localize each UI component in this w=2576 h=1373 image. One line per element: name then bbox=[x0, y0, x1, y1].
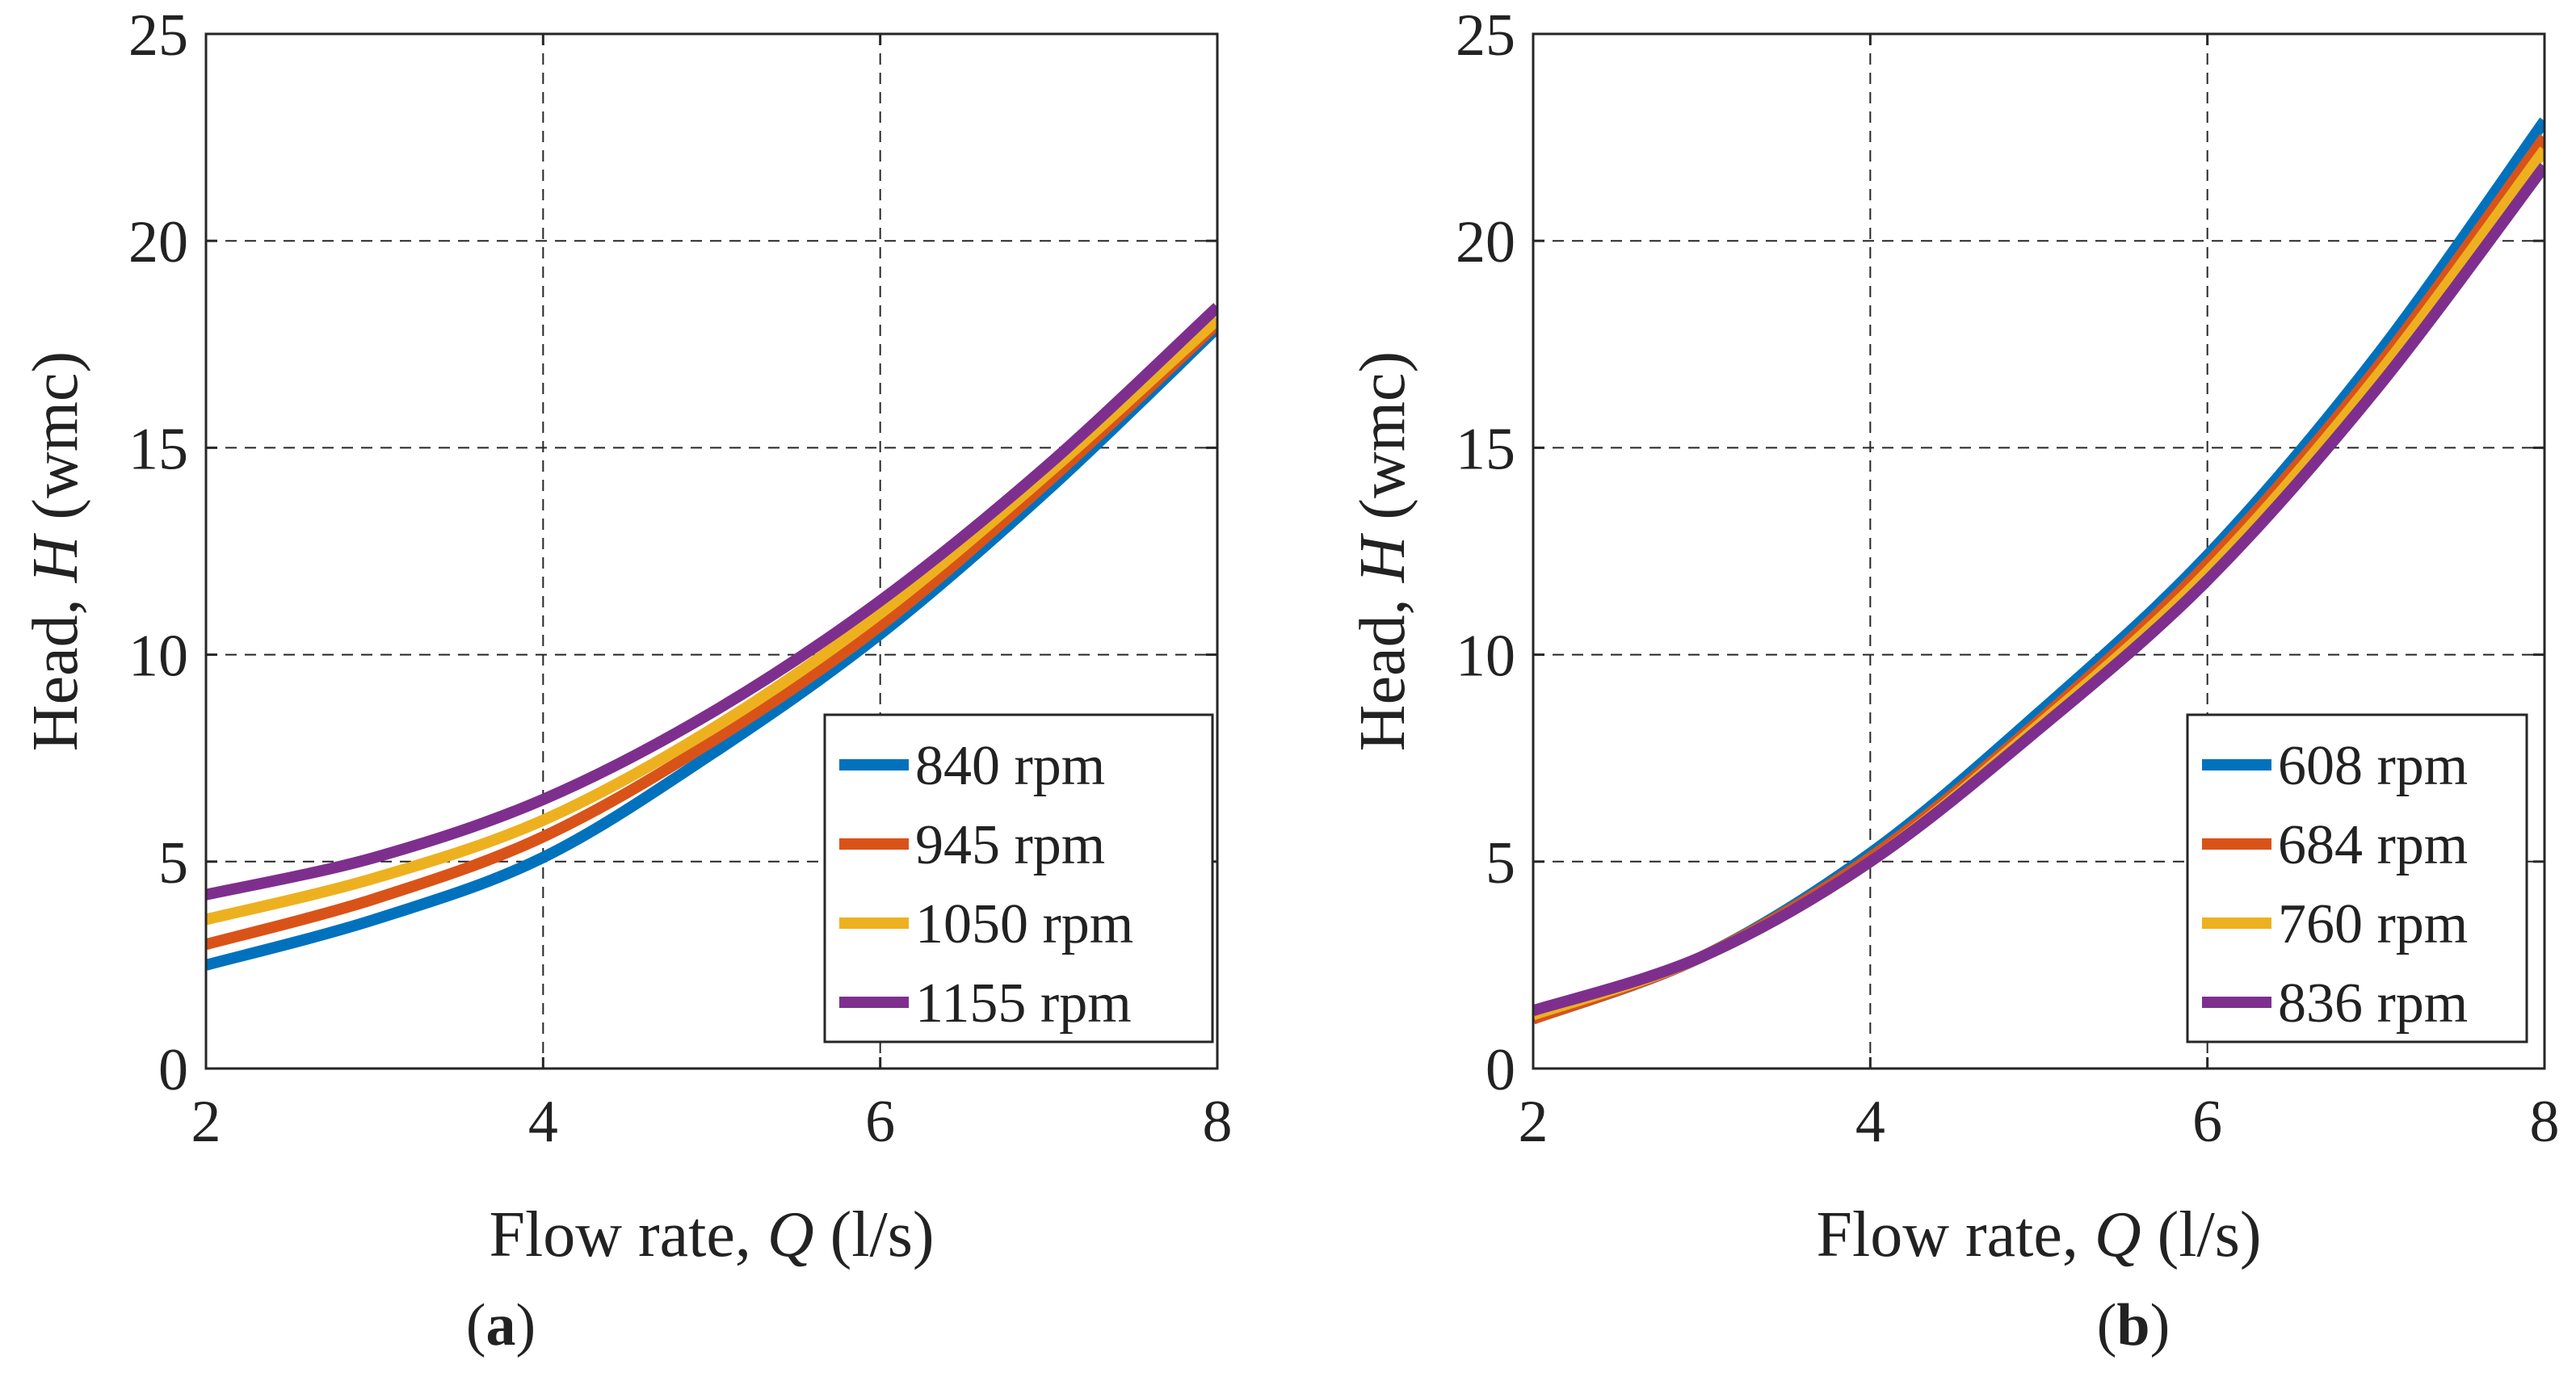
panel-a: 2 4 6 8 0 5 10 15 20 25 Flow rate, Q (l/s) Head, H … bbox=[20, 2, 1233, 1358]
y-axis-label-symbol: H bbox=[20, 532, 91, 583]
y-axis-label: Head, H (wmc) bbox=[1347, 351, 1418, 751]
legend-entry-label: 945 rpm bbox=[915, 814, 1105, 876]
y-axis-label-unit: (wmc) bbox=[1347, 351, 1418, 536]
panel-label-paren-open: ( bbox=[2097, 1292, 2117, 1358]
y-axis-label: Head, H (wmc) bbox=[20, 351, 91, 751]
x-axis-label-symbol: Q bbox=[767, 1199, 814, 1270]
x-axis-label-prefix: Flow rate, bbox=[489, 1199, 767, 1270]
axes-frame bbox=[204, 32, 1219, 1070]
y-axis-label-unit: (wmc) bbox=[20, 351, 91, 536]
y-tick-label: 25 bbox=[128, 2, 188, 69]
panel-label-paren-open: ( bbox=[466, 1292, 486, 1358]
y-tick-label: 15 bbox=[1456, 416, 1515, 482]
y-tick-label: 15 bbox=[128, 416, 188, 482]
x-tick-label: 8 bbox=[2530, 1089, 2560, 1155]
legend-entry-label: 1050 rpm bbox=[915, 893, 1133, 955]
axes-frame bbox=[1532, 32, 2546, 1070]
legend-entry-label: 684 rpm bbox=[2278, 814, 2468, 876]
legend: 840 rpm 945 rpm 1050 rpm 1155 rpm bbox=[823, 713, 1214, 1043]
legend-entry-label: 608 rpm bbox=[2278, 735, 2468, 797]
y-tick-label: 20 bbox=[128, 209, 188, 275]
x-tick-label: 6 bbox=[2192, 1089, 2222, 1155]
y-axis-label-prefix: Head, bbox=[20, 582, 91, 751]
legend-entry-label: 836 rpm bbox=[2278, 972, 2468, 1035]
series-line-840-rpm bbox=[206, 323, 1217, 971]
legend: 608 rpm 684 rpm 760 rpm 836 rpm bbox=[2186, 713, 2528, 1043]
y-axis-label-symbol: H bbox=[1347, 532, 1418, 583]
x-axis-label-unit: (l/s) bbox=[2141, 1199, 2262, 1270]
y-tick-label: 0 bbox=[1486, 1037, 1515, 1103]
panel-b: 2 4 6 8 0 5 10 15 20 25 Flow rate, Q (l/s) Head, H … bbox=[1347, 2, 2560, 1358]
x-tick-label: 4 bbox=[528, 1089, 558, 1155]
panel-label-paren-close: ) bbox=[516, 1292, 536, 1358]
x-tick-label: 6 bbox=[865, 1089, 895, 1155]
series-line-1155-rpm bbox=[206, 303, 1217, 901]
x-tick-label: 2 bbox=[191, 1089, 221, 1155]
x-axis-label: Flow rate, Q (l/s) bbox=[1816, 1199, 2261, 1270]
series-line-1050-rpm bbox=[206, 315, 1217, 926]
legend-entry-label: 760 rpm bbox=[2278, 893, 2468, 955]
panel-label: (b) bbox=[2097, 1292, 2170, 1358]
panel-label: (a) bbox=[466, 1292, 536, 1358]
y-tick-label: 25 bbox=[1456, 2, 1515, 69]
x-tick-label: 2 bbox=[1519, 1089, 1549, 1155]
y-tick-label: 5 bbox=[1486, 830, 1515, 896]
x-axis-label-symbol: Q bbox=[2095, 1199, 2141, 1270]
y-axis-label-prefix: Head, bbox=[1347, 582, 1418, 751]
x-tick-label: 8 bbox=[1203, 1089, 1233, 1155]
panel-label-letter: b bbox=[2116, 1292, 2149, 1358]
x-axis-label: Flow rate, Q (l/s) bbox=[489, 1199, 934, 1270]
x-axis-label-unit: (l/s) bbox=[814, 1199, 935, 1270]
legend-entry-label: 1155 rpm bbox=[915, 972, 1132, 1035]
y-tick-label: 20 bbox=[1456, 209, 1515, 275]
panel-label-paren-close: ) bbox=[2150, 1292, 2170, 1358]
x-tick-label: 4 bbox=[1855, 1089, 1885, 1155]
series-line-836-rpm bbox=[1533, 162, 2544, 1016]
y-tick-label: 0 bbox=[158, 1037, 188, 1103]
y-tick-label: 10 bbox=[1456, 624, 1515, 690]
y-tick-label: 5 bbox=[158, 830, 188, 896]
y-tick-label: 10 bbox=[128, 624, 188, 690]
legend-entry-label: 840 rpm bbox=[915, 735, 1105, 797]
x-axis-label-prefix: Flow rate, bbox=[1816, 1199, 2094, 1270]
panel-label-letter: a bbox=[486, 1292, 516, 1358]
series-line-945-rpm bbox=[206, 319, 1217, 951]
